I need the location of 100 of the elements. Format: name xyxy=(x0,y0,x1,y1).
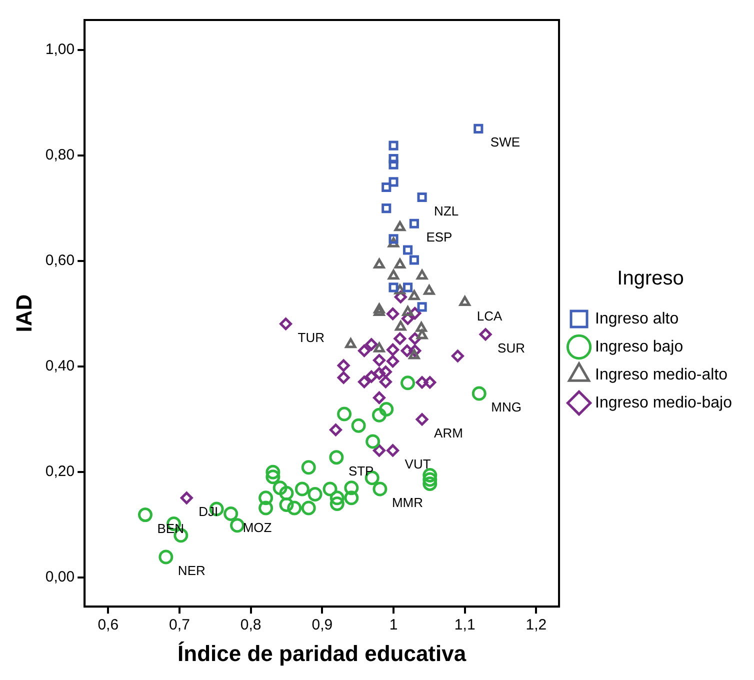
point xyxy=(409,218,419,228)
point xyxy=(388,282,398,292)
point xyxy=(365,338,378,351)
annotation: NZL xyxy=(434,203,459,218)
legend-label: Ingreso medio-alto xyxy=(595,366,728,384)
x-tick-label: 0,9 xyxy=(312,616,333,634)
point xyxy=(301,460,316,475)
point xyxy=(388,270,400,280)
point xyxy=(372,444,386,457)
point xyxy=(372,391,386,404)
point xyxy=(345,338,356,348)
point xyxy=(382,182,392,192)
point xyxy=(379,402,394,417)
annotation: ARM xyxy=(434,425,463,440)
point xyxy=(158,550,174,564)
point xyxy=(279,498,294,512)
point xyxy=(374,342,385,352)
point xyxy=(372,367,386,380)
annotation: MNG xyxy=(491,400,522,415)
point xyxy=(424,284,435,295)
point xyxy=(344,480,359,496)
point xyxy=(388,140,398,150)
point xyxy=(374,306,385,316)
legend-title: Ingreso xyxy=(617,268,684,290)
annotation: SUR xyxy=(498,340,525,356)
x-axis-title: Índice de paridad educativa xyxy=(178,640,467,666)
point xyxy=(386,308,400,320)
x-tick-label: 1 xyxy=(389,616,398,634)
point xyxy=(394,258,406,269)
point xyxy=(379,366,392,378)
point xyxy=(395,320,406,331)
point xyxy=(230,518,245,533)
y-tick-label: 0,20 xyxy=(45,463,75,480)
point xyxy=(266,470,280,484)
point xyxy=(258,500,274,516)
point xyxy=(294,482,310,496)
point xyxy=(374,303,385,314)
point xyxy=(337,371,350,384)
point xyxy=(138,508,152,522)
point xyxy=(416,322,427,332)
point xyxy=(422,468,438,482)
point xyxy=(422,472,438,487)
point xyxy=(472,386,486,401)
point xyxy=(402,306,414,316)
point xyxy=(402,282,413,292)
point xyxy=(459,296,470,306)
point xyxy=(358,376,371,388)
point xyxy=(258,490,274,506)
point xyxy=(344,490,359,506)
x-tick-label: 1,1 xyxy=(454,616,476,634)
y-axis-title: IAD xyxy=(11,294,36,332)
point xyxy=(388,177,398,187)
point xyxy=(266,464,280,480)
x-tick-label: 0,8 xyxy=(240,616,262,634)
annotation: SWE xyxy=(490,134,520,150)
legend-label: Ingreso bajo xyxy=(595,338,684,356)
point xyxy=(388,154,398,164)
point xyxy=(408,290,420,300)
point xyxy=(224,506,238,522)
point xyxy=(372,408,386,422)
point xyxy=(402,245,413,255)
point xyxy=(180,492,193,504)
point xyxy=(366,434,380,449)
point xyxy=(329,424,342,436)
point xyxy=(379,376,392,388)
point xyxy=(280,318,292,330)
annotation: STP xyxy=(348,463,374,478)
point xyxy=(394,221,406,232)
point xyxy=(279,486,294,500)
point xyxy=(424,376,436,389)
legend-label: Ingreso alto xyxy=(595,310,679,328)
annotation: MOZ xyxy=(242,520,272,535)
annotation: VUT xyxy=(404,456,431,472)
x-tick-label: 0,6 xyxy=(98,616,119,634)
point xyxy=(337,406,352,422)
point xyxy=(388,160,398,170)
y-tick-label: 0,80 xyxy=(45,146,75,164)
point xyxy=(330,490,344,506)
point xyxy=(330,496,344,511)
point xyxy=(416,329,428,340)
point xyxy=(409,255,419,265)
point xyxy=(416,413,428,426)
x-tick-label: 1,2 xyxy=(526,616,547,634)
annotation: NER xyxy=(178,563,206,578)
point xyxy=(358,344,371,358)
point xyxy=(474,124,484,134)
point xyxy=(386,444,400,457)
point xyxy=(329,450,344,465)
point xyxy=(372,482,388,496)
point xyxy=(388,234,398,244)
point xyxy=(351,418,366,433)
x-tick-label: 0,7 xyxy=(169,616,190,634)
y-tick-label: 0,40 xyxy=(45,358,75,375)
point xyxy=(374,258,385,269)
point xyxy=(287,500,302,516)
point xyxy=(365,370,378,383)
y-tick-label: 0,00 xyxy=(45,568,75,586)
annotation: MMR xyxy=(392,495,424,510)
point xyxy=(408,349,420,360)
point xyxy=(386,355,400,368)
